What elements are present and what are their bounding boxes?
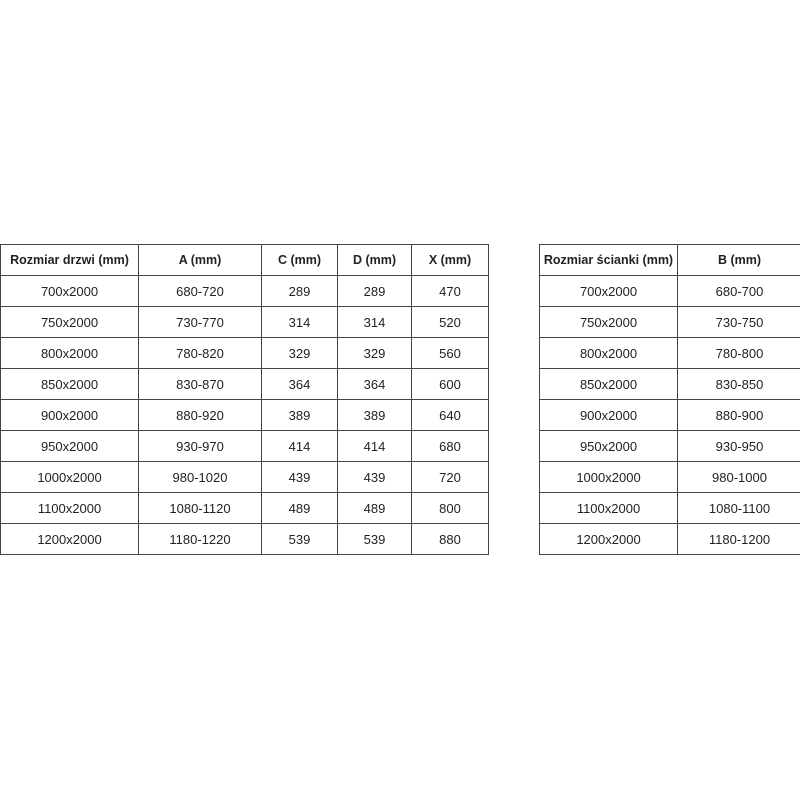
table-cell: 439 bbox=[337, 461, 412, 493]
table-cell: 489 bbox=[337, 492, 412, 524]
table-cell: 539 bbox=[261, 523, 338, 555]
table-row: 1200x2000 1180-1200 bbox=[539, 523, 800, 555]
table-cell: 700x2000 bbox=[539, 275, 678, 307]
table-cell: 560 bbox=[411, 337, 489, 369]
table-row: 1100x2000 1080-1120 489 489 800 bbox=[0, 492, 489, 524]
table-cell: 389 bbox=[337, 399, 412, 431]
header-door-size: Rozmiar drzwi (mm) bbox=[0, 244, 139, 276]
table-cell: 930-950 bbox=[677, 430, 800, 462]
table-cell: 850x2000 bbox=[0, 368, 139, 400]
table-cell: 439 bbox=[261, 461, 338, 493]
table-row: 750x2000 730-750 bbox=[539, 306, 800, 338]
header-row: Rozmiar drzwi (mm) A (mm) C (mm) D (mm) … bbox=[0, 244, 489, 276]
table-cell: 1000x2000 bbox=[0, 461, 139, 493]
table-cell: 780-800 bbox=[677, 337, 800, 369]
table-row: 900x2000 880-900 bbox=[539, 399, 800, 431]
table-cell: 1080-1100 bbox=[677, 492, 800, 524]
table-cell: 329 bbox=[261, 337, 338, 369]
table-cell: 880 bbox=[411, 523, 489, 555]
table-cell: 750x2000 bbox=[0, 306, 139, 338]
table-cell: 720 bbox=[411, 461, 489, 493]
table-row: 950x2000 930-970 414 414 680 bbox=[0, 430, 489, 462]
table-cell: 950x2000 bbox=[539, 430, 678, 462]
table-cell: 830-850 bbox=[677, 368, 800, 400]
table-row: 1000x2000 980-1020 439 439 720 bbox=[0, 461, 489, 493]
table-cell: 1100x2000 bbox=[0, 492, 139, 524]
table-cell: 600 bbox=[411, 368, 489, 400]
header-a: A (mm) bbox=[138, 244, 262, 276]
table-cell: 314 bbox=[261, 306, 338, 338]
table-cell: 830-870 bbox=[138, 368, 262, 400]
table-cell: 980-1020 bbox=[138, 461, 262, 493]
table-row: 950x2000 930-950 bbox=[539, 430, 800, 462]
header-wall-size: Rozmiar ścianki (mm) bbox=[539, 244, 678, 276]
table-row: 750x2000 730-770 314 314 520 bbox=[0, 306, 489, 338]
table-cell: 850x2000 bbox=[539, 368, 678, 400]
table-cell: 800x2000 bbox=[0, 337, 139, 369]
table-cell: 329 bbox=[337, 337, 412, 369]
table-cell: 414 bbox=[261, 430, 338, 462]
table-cell: 1200x2000 bbox=[539, 523, 678, 555]
table-cell: 289 bbox=[337, 275, 412, 307]
table-row: 850x2000 830-850 bbox=[539, 368, 800, 400]
table-cell: 800x2000 bbox=[539, 337, 678, 369]
table-cell: 414 bbox=[337, 430, 412, 462]
table-cell: 640 bbox=[411, 399, 489, 431]
table-row: 900x2000 880-920 389 389 640 bbox=[0, 399, 489, 431]
header-b: B (mm) bbox=[677, 244, 800, 276]
table-cell: 1100x2000 bbox=[539, 492, 678, 524]
table-cell: 880-900 bbox=[677, 399, 800, 431]
table-cell: 364 bbox=[261, 368, 338, 400]
table-cell: 539 bbox=[337, 523, 412, 555]
door-size-table: Rozmiar drzwi (mm) A (mm) C (mm) D (mm) … bbox=[0, 244, 489, 555]
table-cell: 680 bbox=[411, 430, 489, 462]
table-cell: 314 bbox=[337, 306, 412, 338]
table-row: 700x2000 680-700 bbox=[539, 275, 800, 307]
table-cell: 520 bbox=[411, 306, 489, 338]
table-cell: 900x2000 bbox=[539, 399, 678, 431]
header-x: X (mm) bbox=[411, 244, 489, 276]
table-cell: 364 bbox=[337, 368, 412, 400]
table-row: 850x2000 830-870 364 364 600 bbox=[0, 368, 489, 400]
wall-size-table: Rozmiar ścianki (mm) B (mm) 700x2000 680-… bbox=[539, 244, 800, 555]
table-cell: 1180-1220 bbox=[138, 523, 262, 555]
table-cell: 389 bbox=[261, 399, 338, 431]
table-row: 1200x2000 1180-1220 539 539 880 bbox=[0, 523, 489, 555]
table-cell: 900x2000 bbox=[0, 399, 139, 431]
table-row: 800x2000 780-820 329 329 560 bbox=[0, 337, 489, 369]
table-cell: 1180-1200 bbox=[677, 523, 800, 555]
table-cell: 880-920 bbox=[138, 399, 262, 431]
table-row: 800x2000 780-800 bbox=[539, 337, 800, 369]
header-c: C (mm) bbox=[261, 244, 338, 276]
table-cell: 730-750 bbox=[677, 306, 800, 338]
table-cell: 1080-1120 bbox=[138, 492, 262, 524]
table-cell: 980-1000 bbox=[677, 461, 800, 493]
table-cell: 1000x2000 bbox=[539, 461, 678, 493]
header-d: D (mm) bbox=[337, 244, 412, 276]
table-cell: 470 bbox=[411, 275, 489, 307]
table-cell: 750x2000 bbox=[539, 306, 678, 338]
table-cell: 680-720 bbox=[138, 275, 262, 307]
table-cell: 1200x2000 bbox=[0, 523, 139, 555]
table-row: 700x2000 680-720 289 289 470 bbox=[0, 275, 489, 307]
header-row: Rozmiar ścianki (mm) B (mm) bbox=[539, 244, 800, 276]
table-cell: 289 bbox=[261, 275, 338, 307]
table-cell: 489 bbox=[261, 492, 338, 524]
table-cell: 930-970 bbox=[138, 430, 262, 462]
table-cell: 950x2000 bbox=[0, 430, 139, 462]
table-cell: 800 bbox=[411, 492, 489, 524]
table-row: 1000x2000 980-1000 bbox=[539, 461, 800, 493]
table-row: 1100x2000 1080-1100 bbox=[539, 492, 800, 524]
table-cell: 680-700 bbox=[677, 275, 800, 307]
table-cell: 730-770 bbox=[138, 306, 262, 338]
table-cell: 700x2000 bbox=[0, 275, 139, 307]
table-cell: 780-820 bbox=[138, 337, 262, 369]
